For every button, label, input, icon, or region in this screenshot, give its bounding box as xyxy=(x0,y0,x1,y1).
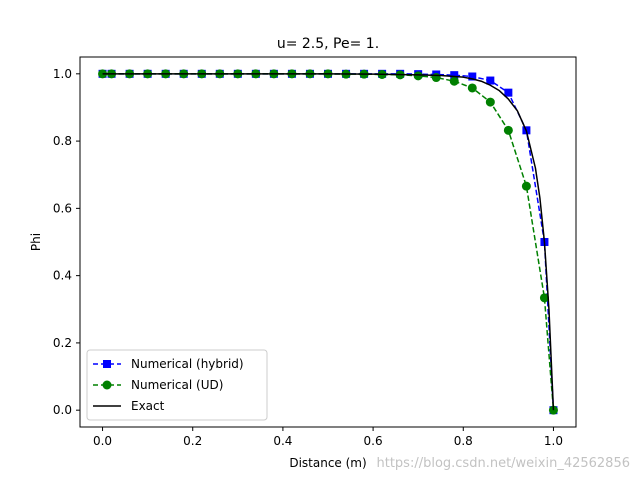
data-point-circle xyxy=(485,97,495,107)
x-tick-label: 0.2 xyxy=(183,434,202,448)
series-2 xyxy=(102,73,555,411)
legend-label-hybrid: Numerical (hybrid) xyxy=(131,357,244,371)
data-point-square xyxy=(468,72,477,81)
series-line xyxy=(102,73,555,411)
data-point-circle xyxy=(413,71,423,81)
legend-circle-marker xyxy=(102,380,112,390)
y-tick-label: 0.8 xyxy=(53,134,72,148)
data-point-circle xyxy=(503,125,513,135)
series-layer xyxy=(98,69,558,415)
data-point-circle xyxy=(431,73,441,83)
y-axis-label: Phi xyxy=(29,233,43,251)
y-tick-label: 0.0 xyxy=(53,403,72,417)
data-point-square xyxy=(486,76,495,85)
legend-entry-ud: Numerical (UD) xyxy=(93,378,223,392)
data-point-circle xyxy=(449,76,459,86)
data-point-circle xyxy=(521,181,531,191)
x-tick-label: 0.4 xyxy=(273,434,292,448)
data-point-circle xyxy=(467,83,477,93)
y-tick-label: 0.2 xyxy=(53,336,72,350)
chart-title: u= 2.5, Pe= 1. xyxy=(277,36,379,52)
legend: Numerical (hybrid) Numerical (UD) Exact xyxy=(86,349,268,421)
legend-square-marker xyxy=(103,360,111,368)
y-tick-label: 0.6 xyxy=(53,201,72,215)
y-tick-label: 0.4 xyxy=(53,269,72,283)
plot-frame xyxy=(79,56,577,428)
x-tick-label: 1.0 xyxy=(544,434,563,448)
legend-entry-hybrid: Numerical (hybrid) xyxy=(93,357,244,371)
x-tick-label: 0.8 xyxy=(454,434,473,448)
data-point-square xyxy=(504,88,513,97)
legend-entry-exact: Exact xyxy=(93,399,165,413)
legend-box xyxy=(86,349,268,421)
y-tick-label: 1.0 xyxy=(53,67,72,81)
x-axis-label: Distance (m) xyxy=(289,456,366,470)
data-point-square xyxy=(450,71,459,80)
x-tick-label: 0.0 xyxy=(93,434,112,448)
data-point-circle xyxy=(539,293,549,303)
x-axis-ticks: 0.0 0.2 0.4 0.6 0.8 1.0 xyxy=(93,427,563,448)
watermark-text: https://blog.csdn.net/weixin_42562856 xyxy=(376,456,630,471)
y-axis-ticks: 0.0 0.2 0.4 0.6 0.8 1.0 xyxy=(53,67,80,417)
legend-label-ud: Numerical (UD) xyxy=(131,378,223,392)
legend-label-exact: Exact xyxy=(131,399,165,413)
x-tick-label: 0.6 xyxy=(364,434,383,448)
